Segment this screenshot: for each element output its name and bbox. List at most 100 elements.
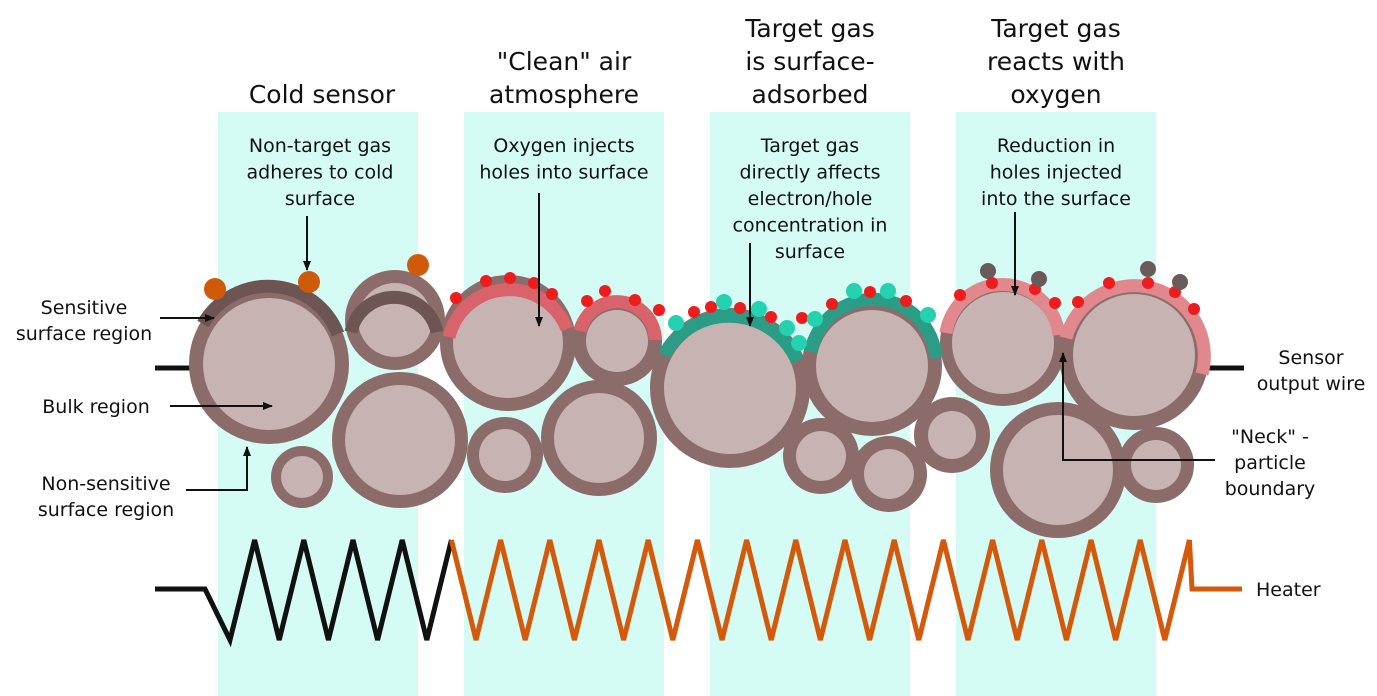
oxygen-molecule — [480, 275, 492, 287]
target-gas-molecule — [751, 301, 767, 317]
target-gas-molecule — [716, 294, 732, 310]
stage-description-line: directly affects — [739, 162, 880, 184]
non-target-gas-molecule — [407, 254, 429, 276]
stage-title-line: is surface- — [745, 47, 874, 76]
sensitive-surface-label-line: surface region — [16, 323, 152, 345]
stage-description-line: holes into surface — [479, 162, 648, 184]
stage-description-line: into the surface — [981, 188, 1131, 210]
particle — [467, 417, 543, 493]
particle — [541, 380, 657, 496]
particle — [572, 296, 662, 386]
particle — [189, 284, 349, 444]
non-target-gas-molecule — [298, 271, 320, 293]
stage-title: "Clean" air atmosphere — [489, 47, 639, 109]
stage-description-line: Oxygen injects — [493, 135, 634, 157]
particles — [189, 270, 1209, 538]
stage-title-line: atmosphere — [489, 80, 639, 109]
target-gas-molecule — [920, 307, 936, 323]
oxygen-molecule — [900, 295, 912, 307]
stage-title-line: "Clean" air — [497, 47, 632, 76]
stage-texts: Cold sensor Non-target gas adheres to cold… — [247, 14, 1131, 263]
stage-description-line: adheres to cold — [247, 162, 394, 184]
oxygen-molecule — [629, 294, 641, 306]
non-sensitive-surface-label-line: surface region — [38, 499, 174, 521]
heater-coil-hot — [448, 539, 1242, 641]
oxygen-molecule — [688, 306, 700, 318]
target-gas-molecule — [880, 283, 896, 299]
sensitive-surface-reacts-large — [939, 278, 1066, 336]
particle — [440, 275, 576, 411]
stage-description: Target gas directly affects electron/hole c… — [733, 135, 888, 263]
heater-label: Heater — [1256, 579, 1321, 601]
particle — [940, 280, 1066, 406]
oxygen-molecule — [1072, 296, 1084, 308]
reaction-product-molecule — [1140, 261, 1156, 277]
arrows — [160, 193, 1215, 491]
reaction-product-molecule — [980, 263, 996, 279]
stage-description-line: holes injected — [990, 162, 1123, 184]
stage-title-line: Cold sensor — [249, 80, 396, 109]
oxygen-molecule — [504, 272, 516, 284]
oxygen-molecule — [705, 301, 717, 313]
arrow-non-sensitive-surface — [186, 446, 251, 491]
particle — [650, 308, 810, 468]
sensitive-surface-adsorbed-large — [658, 309, 803, 364]
oxygen-molecule — [1188, 303, 1200, 315]
stage-description: Oxygen injects holes into surface — [479, 135, 648, 184]
sensitive-surface-clean-small — [573, 295, 662, 341]
side-labels: Sensitive surface region Bulk region Non-se… — [16, 297, 1365, 601]
surface-regions — [197, 278, 1211, 376]
particle — [990, 402, 1126, 538]
oxygen-molecule — [653, 304, 665, 316]
oxygen-molecule — [796, 312, 808, 324]
oxygen-molecule — [864, 286, 876, 298]
gas-molecules — [204, 254, 1200, 351]
sensitive-surface-cold-large — [197, 279, 345, 337]
oxygen-molecule — [765, 311, 777, 323]
neck-boundary-label: "Neck" - particle boundary — [1225, 426, 1316, 500]
stage-title-line: Target gas — [990, 14, 1121, 43]
sensitive-surface-clean-large — [442, 283, 574, 339]
stage-description-line: surface — [775, 241, 845, 263]
stage-title: Cold sensor — [249, 80, 396, 109]
stage-description-line: Reduction in — [997, 135, 1115, 157]
neck-boundary-label-line: boundary — [1225, 478, 1316, 500]
sensitive-surface-reacts-small — [1059, 279, 1211, 376]
oxygen-molecule — [1049, 297, 1061, 309]
arrow-neck-boundary — [1059, 352, 1215, 461]
stage-description-line: electron/hole — [748, 188, 873, 210]
neck-boundary-label-line: "Neck" - — [1231, 426, 1309, 448]
particle — [914, 397, 990, 473]
sensitive-surface-adsorbed-small — [804, 292, 943, 359]
oxygen-molecule — [581, 295, 593, 307]
sensor-output-wire-label: Sensor output wire — [1257, 347, 1366, 395]
particle — [851, 436, 927, 512]
bulk-region-label-line: Bulk region — [42, 396, 150, 418]
heater-coil-cold — [155, 539, 454, 648]
stage-description-line: Target gas — [760, 135, 859, 157]
oxygen-molecule — [954, 289, 966, 301]
oxygen-molecule — [546, 288, 558, 300]
stage-description-line: surface — [285, 188, 355, 210]
target-gas-molecule — [791, 335, 807, 351]
sensitive-surface-label: Sensitive surface region — [16, 297, 152, 345]
particle — [1059, 280, 1209, 430]
oxygen-molecule — [734, 302, 746, 314]
stage-title-line: Target gas — [744, 14, 875, 43]
stage-description: Non-target gas adheres to cold surface — [247, 135, 394, 210]
oxygen-molecule — [1103, 277, 1115, 289]
oxygen-molecule — [450, 292, 462, 304]
bulk-region-label: Bulk region — [42, 396, 150, 418]
non-sensitive-surface-label: Non-sensitive surface region — [38, 473, 174, 521]
heater-label-line: Heater — [1256, 579, 1321, 601]
sensor-output-wire-label-line: Sensor — [1278, 347, 1343, 369]
particle — [332, 372, 468, 508]
stage-title-line: reacts with — [987, 47, 1125, 76]
oxygen-molecule — [986, 277, 998, 289]
oxygen-molecule — [528, 277, 540, 289]
particle — [1118, 427, 1194, 503]
stage-title: Target gas is surface-adsorbed — [744, 14, 875, 109]
stage-title: Target gas reacts with oxygen — [987, 14, 1125, 109]
sensitive-surface-cold-small — [344, 290, 444, 334]
sensitive-surface-label-line: Sensitive — [41, 297, 128, 319]
